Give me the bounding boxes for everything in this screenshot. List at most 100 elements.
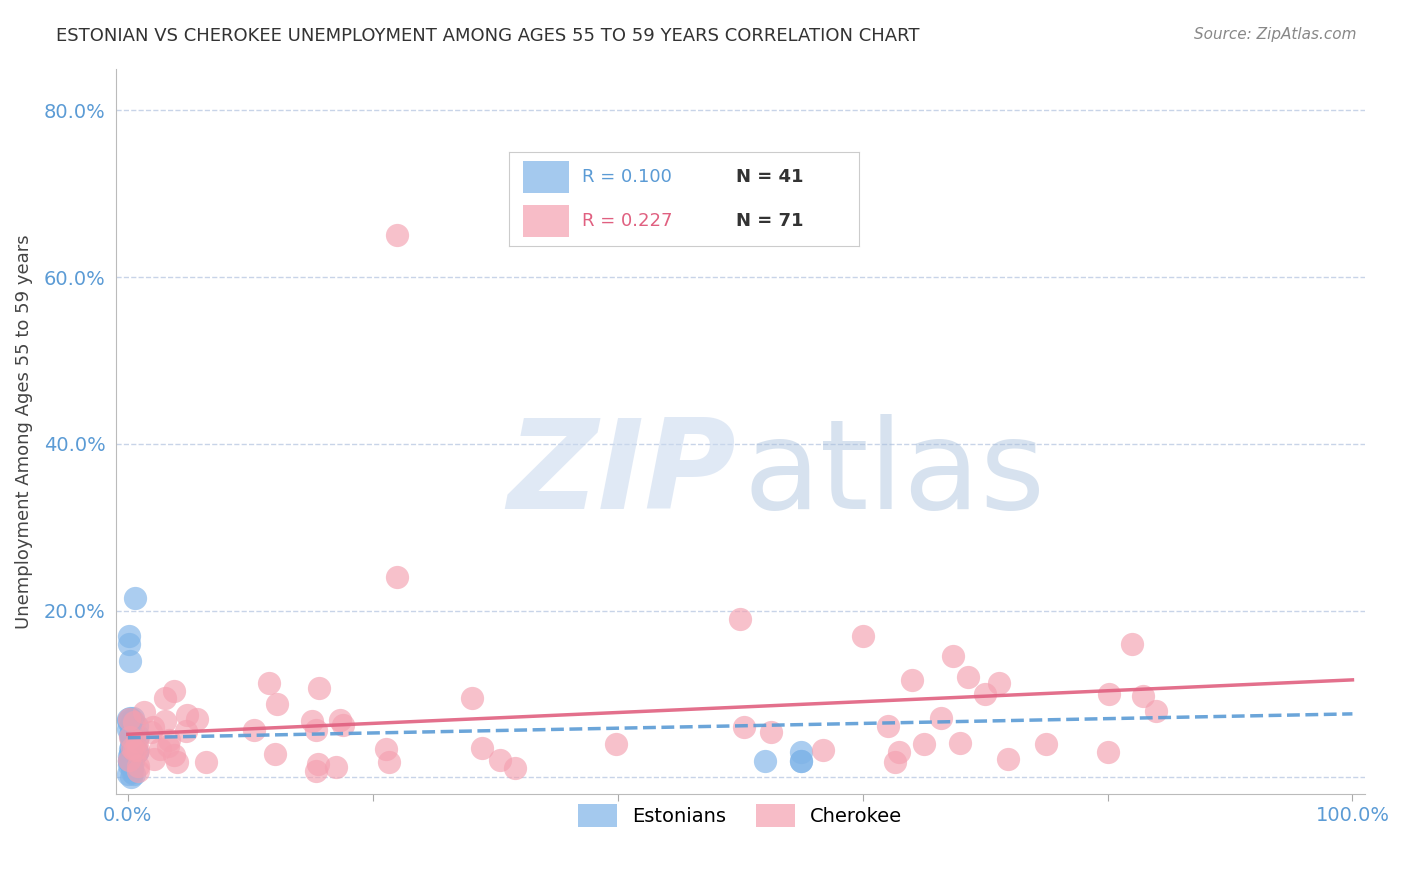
Point <box>124 742 146 756</box>
Point <box>118 749 141 764</box>
Point <box>127 743 149 757</box>
Point <box>1097 745 1119 759</box>
Point <box>974 687 997 701</box>
Point <box>134 706 156 720</box>
Point <box>176 723 198 738</box>
Point <box>153 690 176 705</box>
Point <box>124 766 146 780</box>
Point <box>117 722 139 736</box>
Text: Source: ZipAtlas.com: Source: ZipAtlas.com <box>1194 27 1357 42</box>
Point <box>156 739 179 753</box>
Point <box>120 732 142 747</box>
Point <box>877 719 900 733</box>
Point <box>124 591 146 605</box>
Point <box>957 670 980 684</box>
Point <box>471 740 494 755</box>
Point <box>754 754 776 768</box>
Point <box>117 754 139 768</box>
Point <box>162 684 184 698</box>
Point <box>120 730 142 744</box>
Point <box>461 690 484 705</box>
Point <box>489 753 512 767</box>
Point <box>127 729 149 743</box>
Point <box>1146 704 1168 718</box>
Point <box>117 712 139 726</box>
Point <box>166 756 188 770</box>
Point <box>120 729 142 743</box>
Text: ESTONIAN VS CHEROKEE UNEMPLOYMENT AMONG AGES 55 TO 59 YEARS CORRELATION CHART: ESTONIAN VS CHEROKEE UNEMPLOYMENT AMONG … <box>56 27 920 45</box>
Point <box>307 756 329 771</box>
Point <box>266 698 288 712</box>
Point <box>125 745 148 759</box>
Point <box>761 724 783 739</box>
Point <box>988 675 1011 690</box>
Point <box>308 681 330 695</box>
Point <box>118 755 141 769</box>
Point <box>997 752 1019 766</box>
Point <box>387 228 409 243</box>
Point <box>929 711 952 725</box>
Point <box>121 740 143 755</box>
Point <box>120 720 142 734</box>
Point <box>159 733 181 747</box>
Point <box>120 747 142 761</box>
Point <box>118 753 141 767</box>
Point <box>118 629 141 643</box>
Point <box>120 729 142 743</box>
Point <box>162 747 184 762</box>
Point <box>852 629 875 643</box>
Point <box>124 743 146 757</box>
Point <box>121 754 143 768</box>
Point <box>121 711 143 725</box>
Point <box>377 755 399 769</box>
Point <box>733 720 755 734</box>
Point <box>127 764 149 778</box>
Point <box>1121 637 1143 651</box>
Point <box>122 748 145 763</box>
Point <box>127 718 149 732</box>
Point <box>257 676 280 690</box>
Point <box>118 741 141 756</box>
Point <box>118 712 141 726</box>
Point <box>121 764 143 779</box>
Point <box>605 737 627 751</box>
Point <box>790 745 813 759</box>
Point <box>1098 687 1121 701</box>
Legend: Estonians, Cherokee: Estonians, Cherokee <box>571 796 910 835</box>
Point <box>325 760 347 774</box>
Text: ZIP: ZIP <box>508 414 737 535</box>
Point <box>127 745 149 759</box>
Point <box>305 723 328 737</box>
Point <box>301 714 323 728</box>
Point <box>117 767 139 781</box>
Point <box>949 736 972 750</box>
Point <box>790 754 813 768</box>
Point <box>118 710 141 724</box>
Point <box>1035 737 1057 751</box>
Point <box>332 718 354 732</box>
Point <box>120 770 142 784</box>
Point <box>811 742 834 756</box>
Point <box>122 755 145 769</box>
Point <box>127 759 149 773</box>
Point <box>375 741 398 756</box>
Point <box>912 737 935 751</box>
Point <box>122 715 145 730</box>
Point <box>1132 690 1154 704</box>
Point <box>176 707 198 722</box>
Point <box>127 734 149 748</box>
Point <box>242 723 264 737</box>
Point <box>942 648 965 663</box>
Point <box>121 713 143 727</box>
Point <box>790 754 813 768</box>
Point <box>153 714 176 728</box>
Point <box>118 728 141 742</box>
Point <box>118 637 141 651</box>
Point <box>305 764 328 779</box>
Point <box>142 720 165 734</box>
Point <box>118 754 141 768</box>
Y-axis label: Unemployment Among Ages 55 to 59 years: Unemployment Among Ages 55 to 59 years <box>15 234 32 629</box>
Text: atlas: atlas <box>744 414 1046 535</box>
Point <box>121 759 143 773</box>
Point <box>120 654 142 668</box>
